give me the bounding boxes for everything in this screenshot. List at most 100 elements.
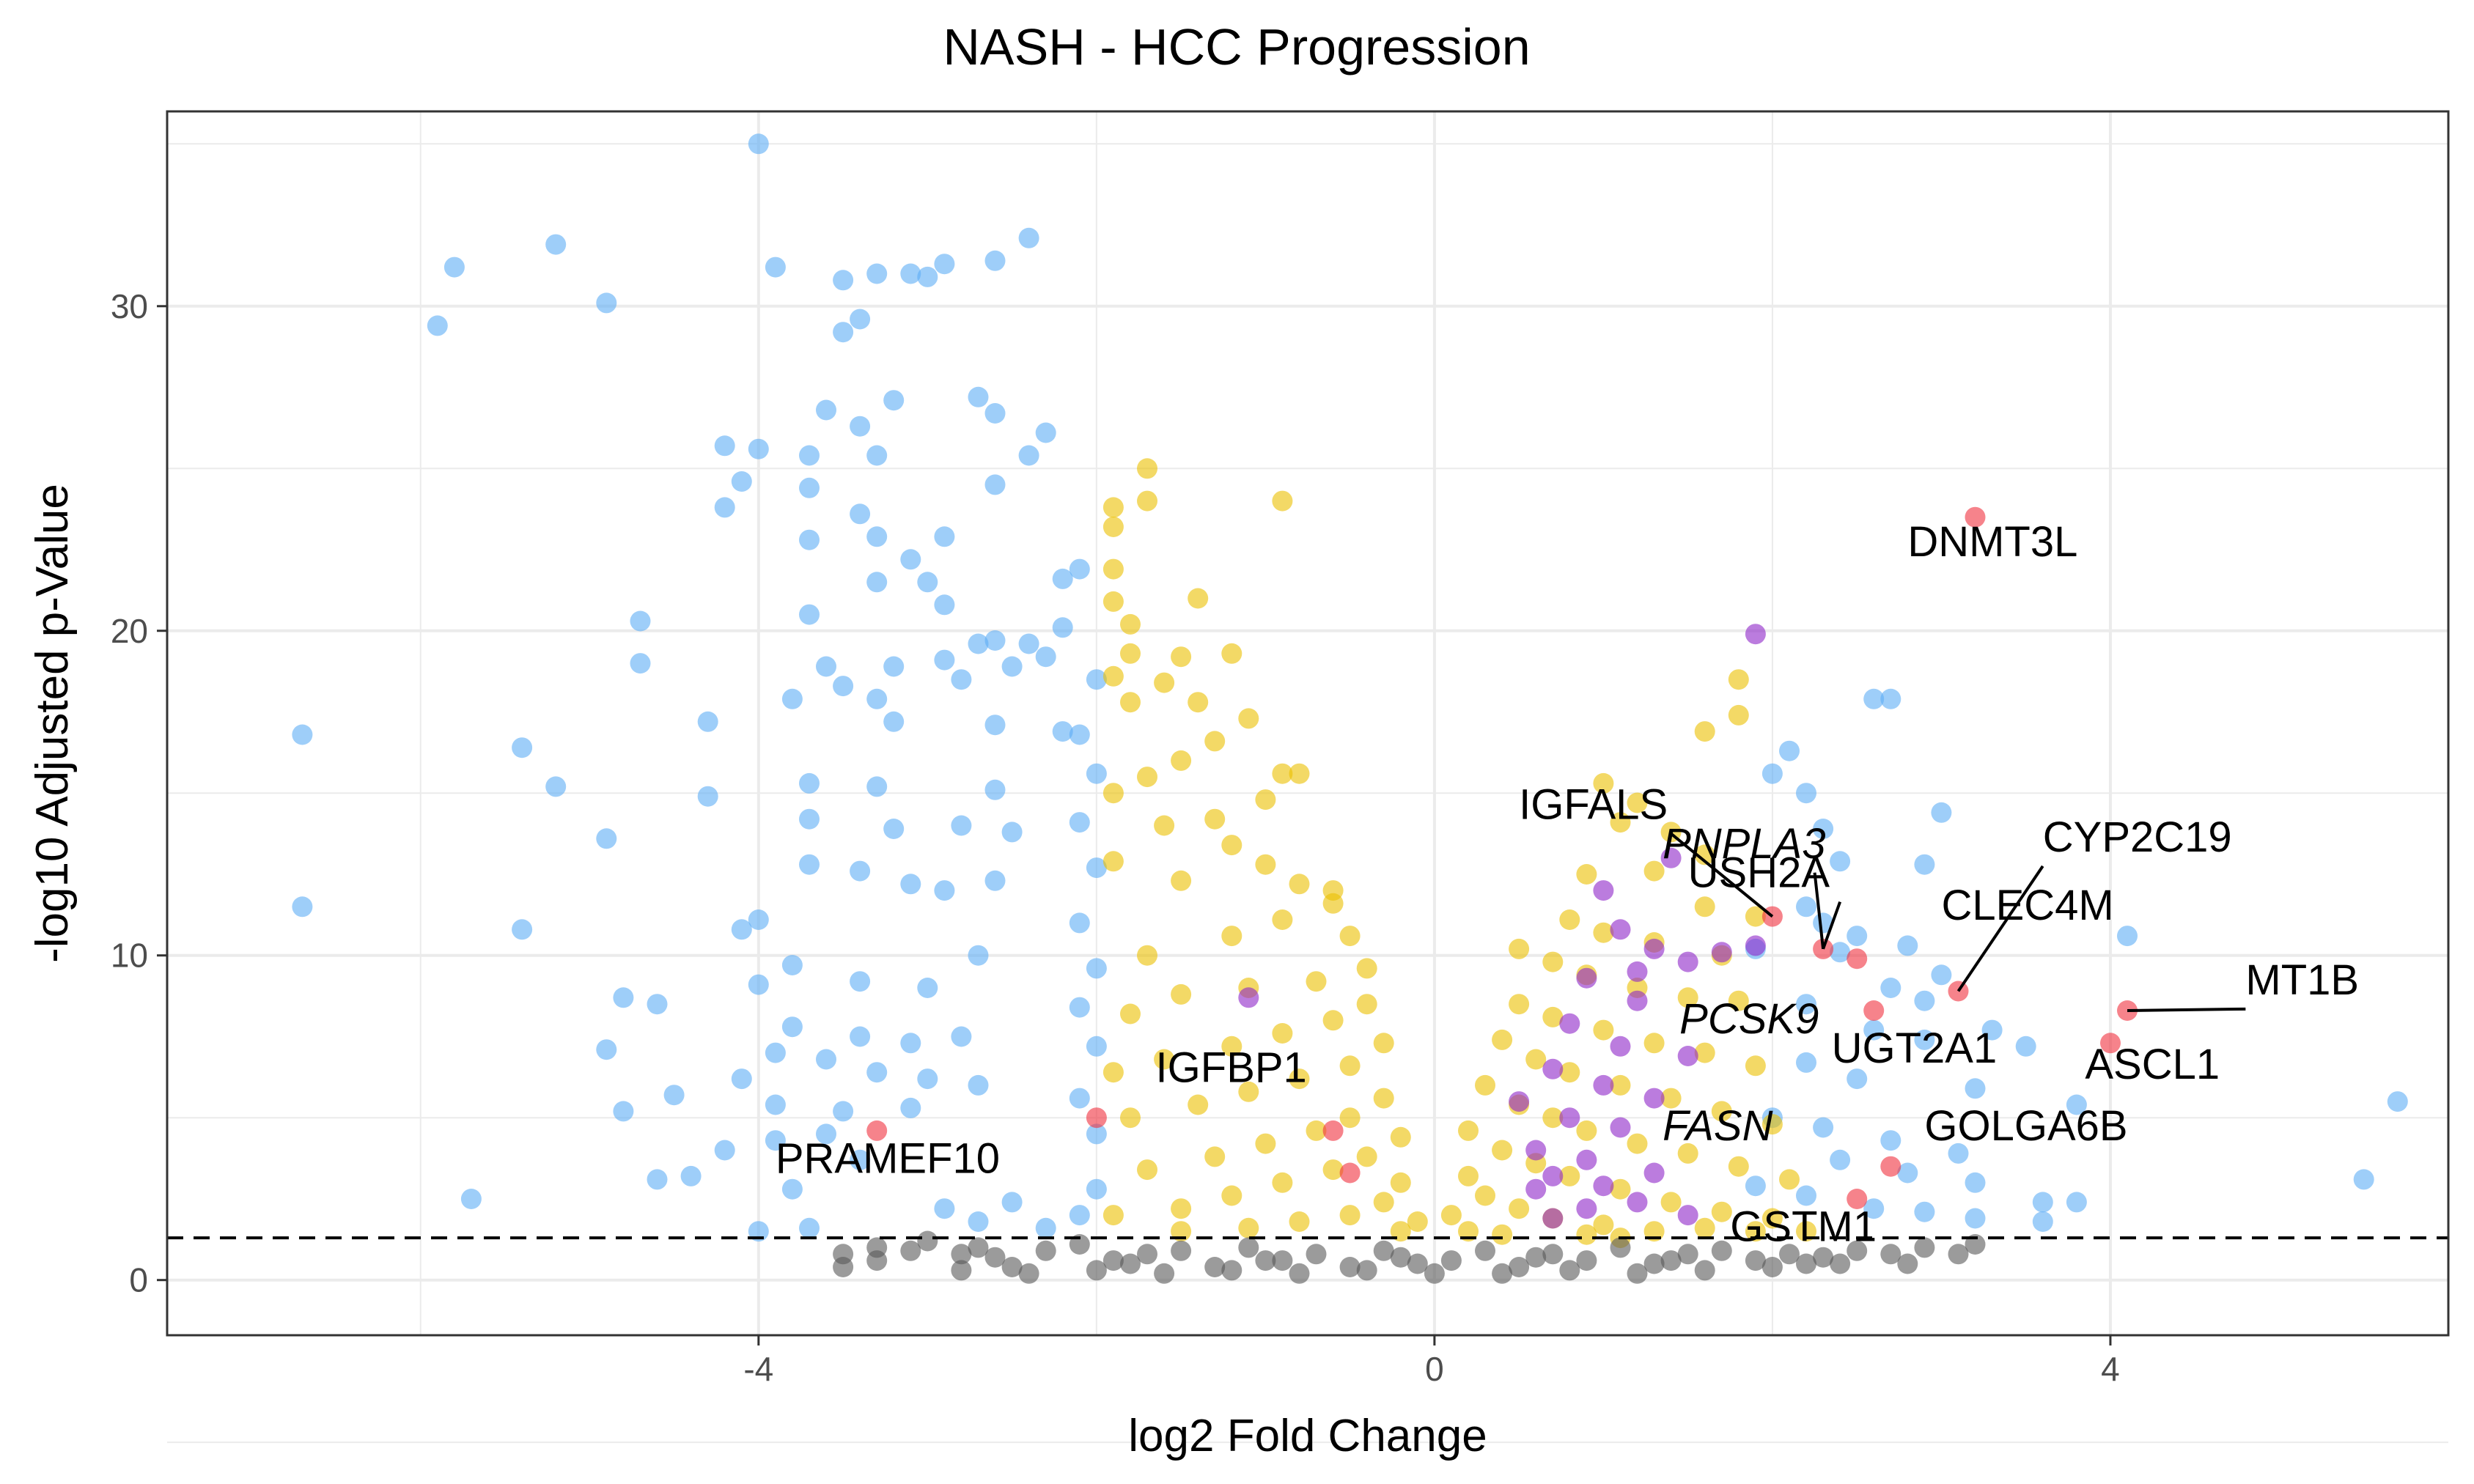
data-point <box>1948 981 1969 1002</box>
data-point <box>1289 874 1310 895</box>
data-point <box>1677 987 1698 1008</box>
data-point <box>1796 1052 1816 1073</box>
data-point <box>900 874 921 895</box>
data-point <box>1069 1205 1090 1226</box>
data-point <box>1660 847 1682 868</box>
data-point <box>1137 458 1157 479</box>
data-point <box>1356 1146 1377 1167</box>
data-point <box>951 669 972 690</box>
data-point <box>1610 1036 1631 1057</box>
gene-label: GOLGA6B <box>1924 1102 2127 1150</box>
data-point <box>1576 1224 1597 1245</box>
data-point <box>1373 1192 1394 1213</box>
data-point <box>1559 909 1580 930</box>
gene-label: FASN <box>1663 1102 1772 1150</box>
data-point <box>1559 1260 1580 1281</box>
data-point <box>934 880 955 901</box>
data-point <box>2100 1033 2121 1054</box>
data-point <box>1796 896 1816 918</box>
data-point <box>968 945 989 966</box>
data-point <box>1610 1117 1631 1138</box>
data-point <box>1847 1068 1868 1090</box>
data-point <box>1593 1019 1614 1041</box>
data-point <box>1255 1133 1276 1154</box>
x-axis-title: log2 Fold Change <box>1128 1411 1487 1461</box>
data-point <box>850 971 871 992</box>
data-point <box>1627 1192 1648 1213</box>
data-point <box>934 526 955 547</box>
data-point <box>1509 1257 1530 1277</box>
data-point <box>1086 1107 1107 1129</box>
data-point <box>1171 1198 1192 1219</box>
data-point <box>866 776 888 797</box>
data-point <box>748 974 769 995</box>
data-point <box>1221 835 1242 856</box>
gene-label: IGFBP1 <box>1156 1044 1307 1091</box>
data-point <box>1509 1198 1530 1219</box>
data-point <box>1830 1253 1851 1274</box>
data-point <box>1965 1172 1986 1193</box>
data-point <box>1102 591 1124 612</box>
data-point <box>1509 938 1530 959</box>
data-point <box>1221 643 1242 664</box>
data-point <box>917 978 938 998</box>
data-point <box>1576 1198 1597 1219</box>
gene-label: PCSK9 <box>1679 995 1819 1043</box>
data-point <box>984 870 1006 891</box>
data-point <box>1069 1088 1090 1109</box>
data-point <box>900 1097 921 1118</box>
data-point <box>1576 1149 1597 1170</box>
data-point <box>1322 893 1344 914</box>
data-point <box>1779 1244 1800 1265</box>
data-point <box>765 256 786 278</box>
data-point <box>1356 958 1377 979</box>
data-point <box>1847 926 1868 947</box>
data-point <box>1102 517 1124 537</box>
data-point <box>1660 1192 1682 1213</box>
data-point <box>1204 731 1226 752</box>
data-point <box>934 649 955 671</box>
data-point <box>900 549 921 570</box>
series-highlight_red <box>866 506 2138 1209</box>
label-connector <box>1813 872 1825 950</box>
data-point <box>934 254 955 275</box>
data-point <box>1610 919 1631 940</box>
data-point <box>1069 812 1090 833</box>
data-point <box>1761 1257 1783 1277</box>
data-point <box>1238 1217 1259 1238</box>
data-point <box>1255 854 1276 875</box>
data-point <box>292 896 313 918</box>
data-point <box>1796 1185 1816 1206</box>
x-tick-label: 0 <box>1425 1350 1444 1388</box>
data-point <box>1458 1165 1479 1186</box>
data-point <box>1373 1240 1394 1261</box>
gene-label: ASCL1 <box>2085 1041 2220 1088</box>
data-point <box>1306 971 1327 992</box>
data-point <box>1373 1033 1394 1054</box>
data-point <box>1880 1156 1901 1177</box>
data-point <box>1711 1201 1732 1222</box>
data-point <box>1509 1091 1530 1112</box>
data-point <box>1559 1107 1580 1129</box>
data-point <box>1711 1101 1732 1122</box>
data-point <box>765 1042 786 1063</box>
data-point <box>1542 1208 1564 1229</box>
data-point <box>1643 1088 1665 1109</box>
gene-label: USH2A <box>1688 849 1830 897</box>
data-point <box>1627 961 1648 982</box>
data-point <box>1238 987 1259 1008</box>
data-point <box>984 715 1006 736</box>
data-point <box>1694 1217 1715 1238</box>
data-point <box>1204 1146 1226 1167</box>
data-point <box>1593 1175 1614 1197</box>
data-point <box>1965 1208 1986 1229</box>
data-point <box>816 656 836 677</box>
data-point <box>647 994 668 1015</box>
data-point <box>1137 945 1157 966</box>
data-point <box>1255 1250 1276 1271</box>
data-point <box>1813 938 1834 959</box>
data-point <box>731 471 752 492</box>
gene-label: GSTM1 <box>1730 1203 1877 1251</box>
data-point <box>833 1101 854 1122</box>
